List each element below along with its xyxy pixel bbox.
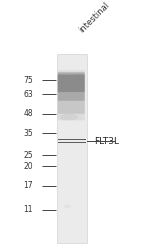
Ellipse shape — [60, 114, 78, 120]
Text: 11: 11 — [24, 205, 33, 214]
Text: 20: 20 — [23, 162, 33, 170]
Text: 63: 63 — [23, 90, 33, 99]
Bar — [58, 139, 86, 140]
Text: 25: 25 — [23, 151, 33, 160]
Text: FLT3L: FLT3L — [94, 136, 120, 145]
FancyBboxPatch shape — [58, 72, 85, 101]
FancyBboxPatch shape — [58, 72, 85, 114]
FancyBboxPatch shape — [58, 74, 85, 92]
Bar — [57, 54, 87, 244]
FancyBboxPatch shape — [58, 70, 85, 120]
Ellipse shape — [77, 74, 81, 79]
Text: 75: 75 — [23, 76, 33, 84]
Text: 35: 35 — [23, 129, 33, 138]
Ellipse shape — [64, 205, 71, 208]
Text: 48: 48 — [23, 109, 33, 118]
Text: 17: 17 — [23, 181, 33, 190]
Text: intestinal: intestinal — [78, 0, 112, 34]
Bar — [58, 142, 86, 143]
